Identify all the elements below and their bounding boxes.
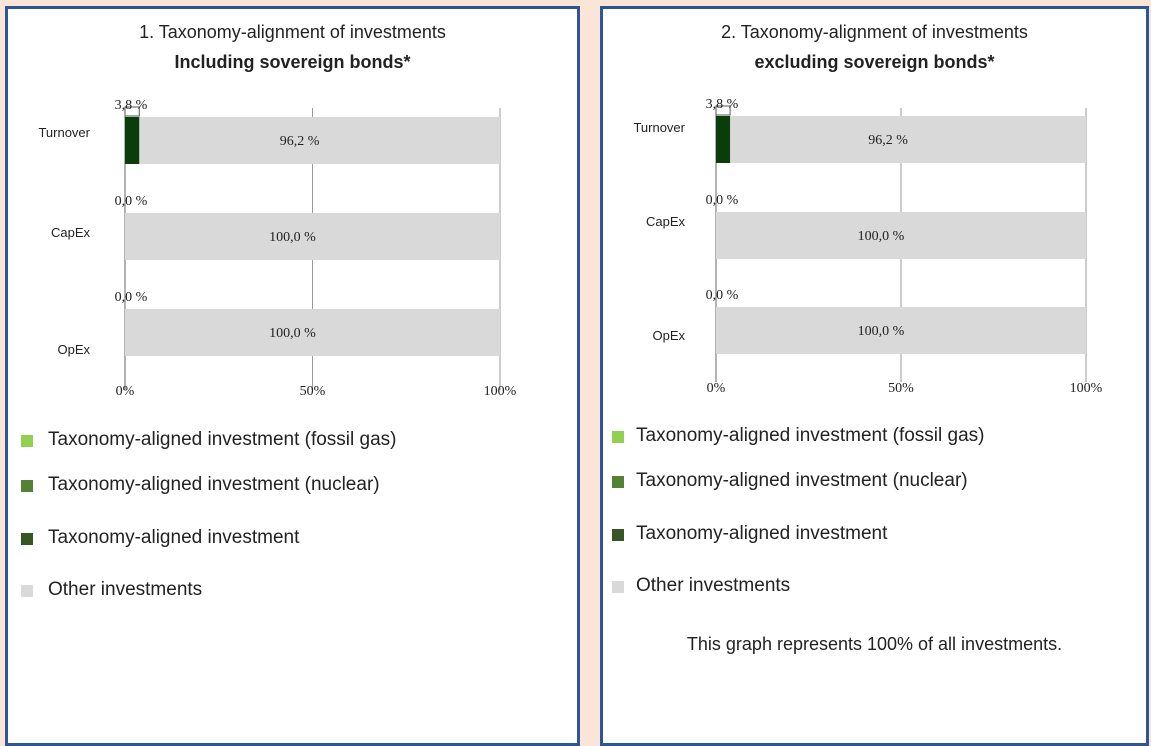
bar-other-investments: [716, 212, 1086, 259]
bar-other-investments: [125, 309, 500, 356]
bar-other-investments: [730, 116, 1086, 163]
category-label: CapEx: [51, 225, 91, 240]
data-label-other: 100,0 %: [269, 230, 316, 245]
chart-panel-including-sovereign-bonds: 1. Taxonomy-alignment of investments Inc…: [5, 6, 580, 746]
legend-swatch: [612, 476, 624, 488]
bar-other-investments: [716, 307, 1086, 354]
legend-swatch: [21, 533, 33, 545]
data-label-aligned: 3,8 %: [115, 98, 148, 113]
bar-chart-including-sovereign-bonds: 3,8 % 96,2 % Turnover 0,0 % 100,0 % CapEx 0,0 …: [38, 98, 517, 399]
category-label: Turnover: [38, 125, 90, 140]
x-tick-label: 100%: [1070, 381, 1103, 396]
legend-swatch: [612, 431, 624, 443]
data-label-other: 100,0 %: [858, 229, 905, 244]
data-label-other: 96,2 %: [280, 134, 320, 149]
chart-panel-excluding-sovereign-bonds: 2. Taxonomy-alignment of investments exc…: [600, 6, 1149, 746]
legend-swatch: [612, 581, 624, 593]
category-label: CapEx: [646, 214, 686, 229]
bar-taxonomy-aligned: [716, 116, 731, 163]
bar-other-investments: [139, 117, 500, 164]
data-label-other: 100,0 %: [858, 324, 905, 339]
data-label-other: 100,0 %: [269, 326, 316, 341]
chart-title: 2. Taxonomy-alignment of investments: [721, 22, 1028, 42]
x-tick-label: 100%: [484, 384, 517, 399]
category-label: Turnover: [633, 120, 685, 135]
data-label-aligned: 0,0 %: [706, 193, 739, 208]
data-label-callout: [715, 105, 731, 116]
data-label-callout: [124, 106, 140, 117]
data-label-aligned: 0,0 %: [706, 288, 739, 303]
legend-label: Other investments: [48, 579, 203, 600]
chart-title: 1. Taxonomy-alignment of investments: [139, 22, 446, 42]
legend-label: Taxonomy-aligned investment (fossil gas): [636, 425, 985, 446]
chart-subtitle: excluding sovereign bonds*: [754, 52, 995, 72]
data-label-aligned: 0,0 %: [115, 194, 148, 209]
legend-swatch: [21, 435, 33, 447]
chart-subtitle: Including sovereign bonds*: [174, 52, 411, 72]
bar-taxonomy-aligned: [125, 117, 140, 164]
legend-swatch: [21, 585, 33, 597]
legend-label: Taxonomy-aligned investment: [636, 523, 888, 544]
x-tick-label: 50%: [888, 381, 914, 396]
x-tick-label: 50%: [300, 384, 326, 399]
data-label-aligned: 3,8 %: [706, 97, 739, 112]
data-label-aligned: 0,0 %: [115, 290, 148, 305]
x-tick-label: 0%: [707, 381, 726, 396]
category-label: OpEx: [652, 328, 685, 343]
legend-label: Taxonomy-aligned investment (nuclear): [48, 474, 380, 495]
bar-chart-excluding-sovereign-bonds: 3,8 % 96,2 % Turnover 0,0 % 100,0 % CapEx 0,0 …: [633, 97, 1103, 396]
legend-label: Taxonomy-aligned investment (nuclear): [636, 470, 968, 491]
x-tick-label: 0%: [116, 384, 135, 399]
bar-other-investments: [125, 213, 500, 260]
category-label: OpEx: [57, 342, 90, 357]
chart-note: This graph represents 100% of all invest…: [686, 634, 1063, 654]
legend-label: Other investments: [636, 575, 791, 596]
legend-swatch: [21, 480, 33, 492]
legend-label: Taxonomy-aligned investment: [48, 527, 300, 548]
data-label-other: 96,2 %: [868, 133, 908, 148]
legend-swatch: [612, 529, 624, 541]
legend-label: Taxonomy-aligned investment (fossil gas): [48, 429, 397, 450]
